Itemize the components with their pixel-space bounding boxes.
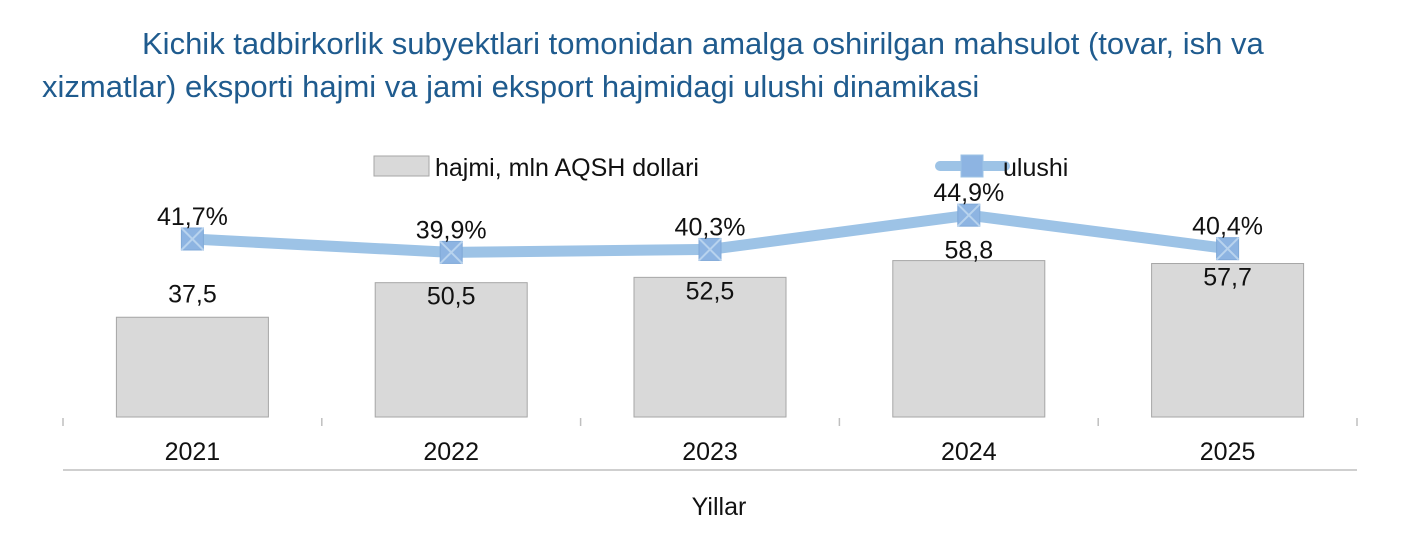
bar [892, 260, 1046, 418]
x-tick-label: 2021 [165, 438, 221, 466]
x-tick-label: 2023 [682, 438, 738, 466]
x-axis-title: Yillar [692, 493, 747, 521]
share-value-label: 40,3% [675, 213, 746, 241]
x-axis: 2021 2022 2023 2024 2025 [62, 418, 1358, 471]
share-value-label: 40,4% [1192, 213, 1263, 241]
share-marker [180, 227, 205, 251]
bar [633, 276, 787, 418]
share-marker [698, 237, 722, 262]
bar-value-label: 58,8 [944, 237, 993, 265]
share-marker [957, 203, 981, 227]
bars-layer [115, 260, 1305, 418]
bar-value-label: 50,5 [427, 283, 476, 311]
bar [1151, 263, 1305, 418]
legend-line-marker [960, 154, 984, 178]
legend: hajmi, mln AQSH dollari ulushi [373, 154, 1068, 182]
share-value-label: 41,7% [157, 203, 228, 231]
x-tick-label: 2022 [423, 438, 479, 466]
bar-value-label: 37,5 [168, 280, 217, 308]
share-marker [439, 240, 463, 265]
share-line-layer [180, 203, 1240, 265]
bar [115, 316, 269, 418]
chart-title: Kichik tadbirkorlik subyektlari tomonida… [42, 26, 1264, 104]
bar [374, 282, 528, 418]
share-value-label: 44,9% [933, 179, 1004, 207]
legend-line-label: ulushi [1003, 154, 1068, 182]
data-labels-layer: 37,5 50,5 52,5 58,8 57,7 41,7% 39,9% 40,3% 44,9%… [157, 179, 1263, 311]
bar-value-label: 57,7 [1203, 264, 1252, 292]
x-tick-label: 2025 [1200, 438, 1256, 466]
bar-value-label: 52,5 [686, 277, 735, 305]
x-tick-label: 2024 [941, 438, 997, 466]
legend-bar-label: hajmi, mln AQSH dollari [435, 154, 699, 182]
share-value-label: 39,9% [416, 216, 487, 244]
legend-bar-swatch [373, 155, 430, 177]
share-marker [1215, 236, 1240, 261]
